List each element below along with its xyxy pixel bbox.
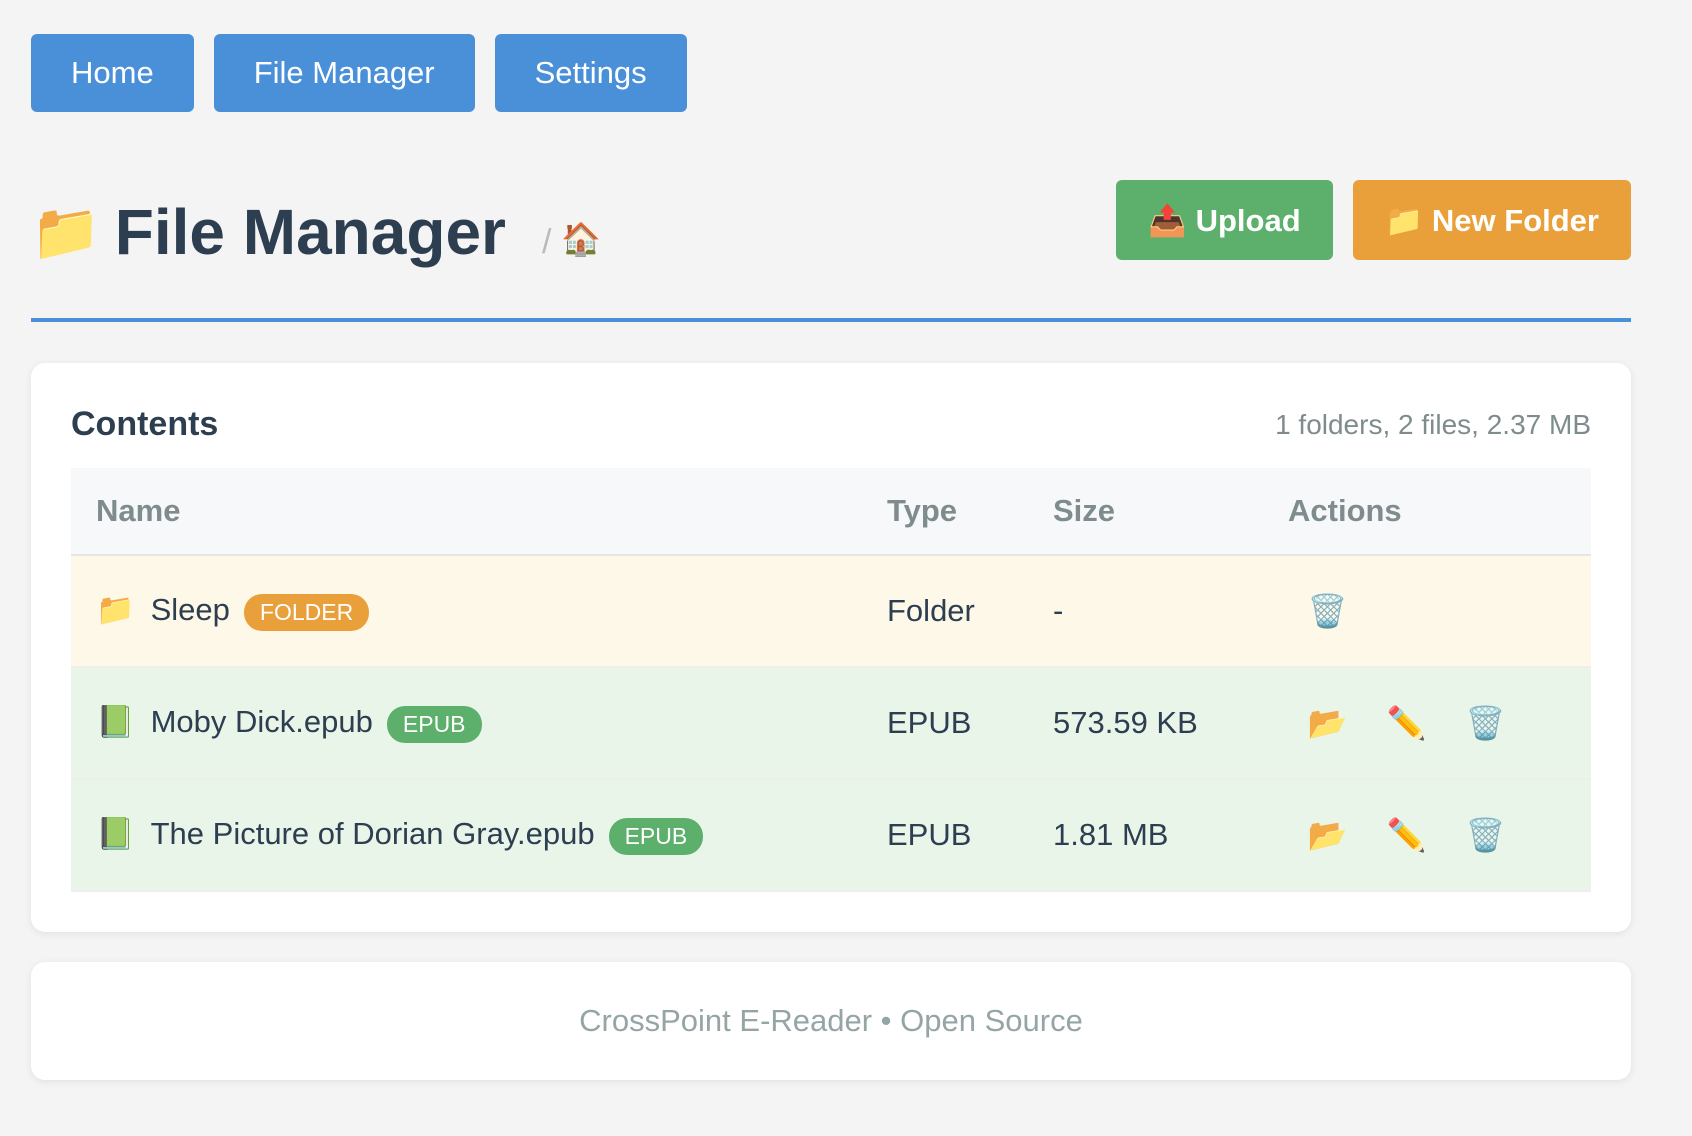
type-badge: FOLDER	[243, 593, 370, 631]
file-size: -	[1053, 555, 1288, 668]
upload-icon: 📤	[1148, 202, 1187, 238]
table-row[interactable]: 📗 Moby Dick.epub EPUB EPUB 573.59 KB 📂 ✏️ 🗑️	[71, 667, 1591, 780]
footer-text: CrossPoint E-Reader • Open Source	[579, 1003, 1083, 1038]
col-name: Name	[71, 468, 887, 556]
contents-summary: 1 folders, 2 files, 2.37 MB	[1275, 409, 1591, 440]
file-table: Name Type Size Actions 📁 Sleep FOLDER Fold…	[71, 468, 1591, 892]
rename-icon[interactable]: ✏️	[1386, 817, 1427, 853]
nav-settings[interactable]: Settings	[494, 34, 687, 112]
file-size: 573.59 KB	[1053, 667, 1288, 780]
book-icon: 📗	[96, 704, 135, 740]
type-badge: EPUB	[608, 817, 704, 855]
delete-icon[interactable]: 🗑️	[1307, 593, 1348, 629]
upload-button[interactable]: 📤 Upload	[1116, 180, 1333, 260]
file-type: Folder	[887, 555, 1053, 668]
footer: CrossPoint E-Reader • Open Source	[31, 962, 1631, 1080]
contents-heading: Contents	[71, 405, 219, 443]
file-type: EPUB	[887, 667, 1053, 780]
rename-icon[interactable]: ✏️	[1386, 705, 1427, 741]
page-header: 📁 File Manager / 🏠	[31, 195, 601, 269]
contents-card: Contents 1 folders, 2 files, 2.37 MB Nam…	[31, 363, 1631, 932]
delete-icon[interactable]: 🗑️	[1465, 817, 1506, 853]
file-name[interactable]: The Picture of Dorian Gray.epub	[150, 816, 595, 852]
file-name[interactable]: Moby Dick.epub	[150, 704, 373, 740]
nav-home[interactable]: Home	[31, 34, 194, 112]
file-name[interactable]: Sleep	[150, 592, 230, 628]
table-row[interactable]: 📗 The Picture of Dorian Gray.epub EPUB EPU…	[71, 779, 1591, 892]
new-folder-button[interactable]: 📁 New Folder	[1352, 180, 1631, 260]
type-badge: EPUB	[386, 705, 482, 743]
upload-label: Upload	[1195, 202, 1301, 238]
table-row[interactable]: 📁 Sleep FOLDER Folder - 🗑️	[71, 555, 1591, 668]
breadcrumb-separator: /	[541, 222, 552, 261]
move-icon[interactable]: 📂	[1307, 705, 1348, 741]
page-title: File Manager	[114, 196, 506, 268]
col-actions: Actions	[1288, 468, 1591, 556]
file-size: 1.81 MB	[1053, 779, 1288, 892]
book-icon: 📗	[96, 816, 135, 852]
new-folder-label: New Folder	[1431, 202, 1599, 238]
delete-icon[interactable]: 🗑️	[1465, 705, 1506, 741]
move-icon[interactable]: 📂	[1307, 817, 1348, 853]
top-nav: Home File Manager Settings	[31, 34, 687, 112]
col-size: Size	[1053, 468, 1288, 556]
folder-icon: 📁	[96, 592, 135, 628]
breadcrumb-home-icon[interactable]: 🏠	[561, 221, 602, 257]
nav-file-manager[interactable]: File Manager	[213, 34, 475, 112]
folder-icon: 📁	[1384, 202, 1424, 238]
header-divider	[31, 318, 1631, 322]
col-type: Type	[887, 468, 1053, 556]
folder-icon: 📁	[31, 200, 101, 263]
file-type: EPUB	[887, 779, 1053, 892]
